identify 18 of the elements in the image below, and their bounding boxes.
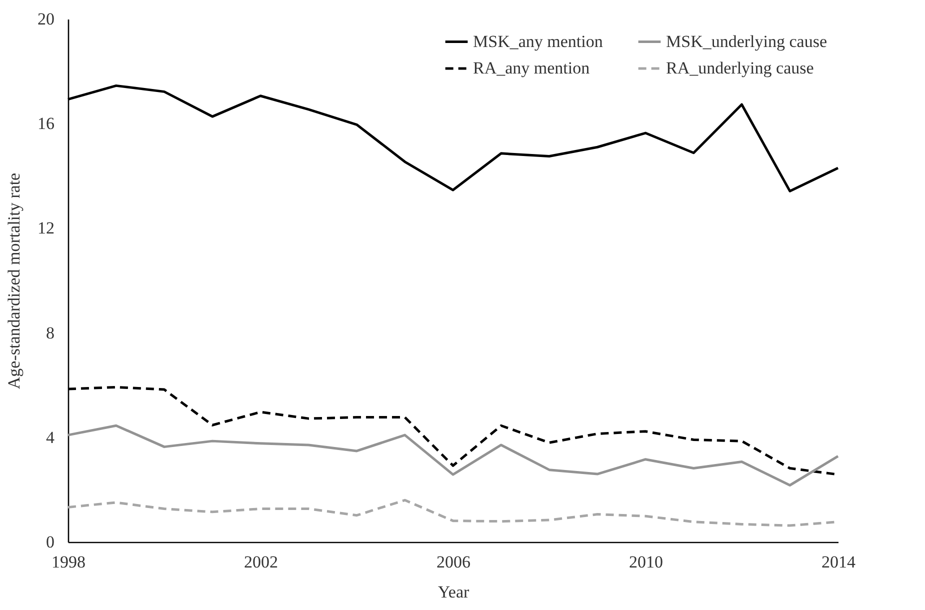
x-tick-label: 2010 xyxy=(629,552,663,572)
y-tick-label: 12 xyxy=(38,218,54,238)
y-tick-label: 20 xyxy=(38,10,54,28)
legend-label: RA_underlying cause xyxy=(666,58,814,78)
y-tick-label: 8 xyxy=(46,323,54,342)
y-tick-label: 16 xyxy=(38,114,54,134)
x-axis-title: Year xyxy=(438,582,470,602)
x-tick-label: 2002 xyxy=(244,552,278,572)
y-tick-label: 0 xyxy=(46,532,54,552)
line-series xyxy=(66,424,840,487)
x-tick-label: 1998 xyxy=(52,552,86,572)
y-tick-label: 4 xyxy=(46,428,55,447)
x-tick-label: 2006 xyxy=(436,552,470,572)
y-axis-title: Age-standardized mortality rate xyxy=(4,172,24,390)
legend-label: MSK_any mention xyxy=(473,32,604,51)
legend-label: RA_any mention xyxy=(473,58,590,78)
legend-label: MSK_underlying cause xyxy=(666,32,828,51)
x-tick-label: 2014 xyxy=(822,552,856,572)
